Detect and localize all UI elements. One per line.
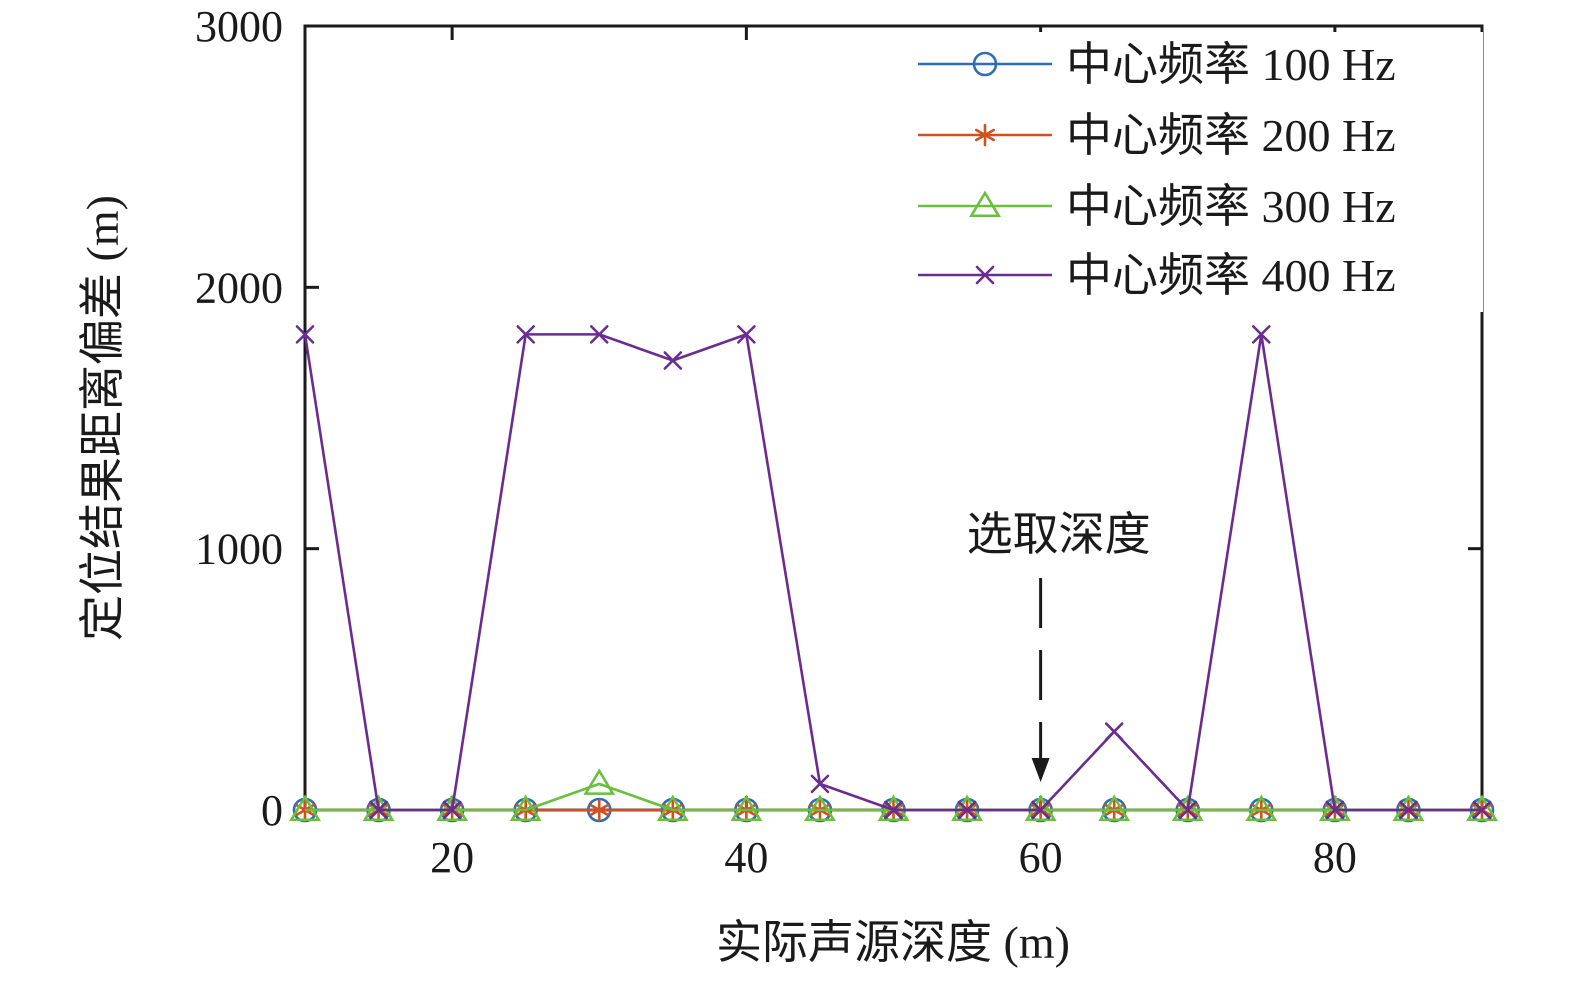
legend-box [908,32,1483,312]
series-line [303,333,1482,812]
data-point [1104,722,1124,741]
data-point [1171,794,1204,822]
y-tick-label: 3000 [195,2,283,51]
annotation-arrow-head [1031,758,1050,782]
legend-label-400hz: 中心频率 400 Hz [1066,250,1396,301]
data-point [1325,800,1345,820]
legend-label-200hz: 中心频率 200 Hz [1066,110,1396,161]
legend-swatch-marker [969,190,1001,218]
x-tick-label: 60 [1019,833,1063,882]
legend-label-100hz: 中心频率 100 Hz [1066,39,1396,90]
y-axis-title: 定位结果距离偏差 (m) [77,195,128,641]
legend: 中心频率 100 Hz 中心频率 200 Hz 中心频率 300 Hz 中心频率… [908,32,1483,312]
data-point [436,794,469,822]
annotation-layer: 选取深度 [967,509,1151,782]
y-tick-label: 1000 [195,525,283,574]
data-point [516,325,535,344]
data-point [442,800,462,820]
data-point [362,794,395,822]
data-point [1031,800,1050,820]
y-tick-label: 2000 [195,263,283,312]
x-tick-label: 20 [430,833,474,882]
data-point [1024,794,1057,822]
data-point [289,794,321,822]
data-point [957,800,977,820]
data-point [509,794,542,822]
data-point [589,325,609,344]
y-tick-label: 0 [261,786,283,835]
data-point [951,794,984,822]
data-point [1318,794,1351,822]
legend-swatch-marker [975,265,995,285]
legend-label-300hz: 中心频率 300 Hz [1066,181,1396,232]
data-point [1178,800,1198,820]
data-point [663,351,683,370]
data-point [583,768,616,795]
x-axis-title: 实际声源深度 (m) [716,917,1070,968]
x-axis-ticks: 20 40 60 80 [430,26,1357,882]
data-point [730,794,763,822]
data-point [810,774,830,794]
data-point [1466,794,1498,822]
data-point [656,794,689,822]
series-layer [289,325,1498,823]
legend-swatch-marker [974,123,996,147]
data-point [1392,794,1425,822]
data-point [884,800,903,820]
data-point [369,800,388,820]
data-point [737,325,756,344]
data-point [295,325,315,344]
x-tick-label: 80 [1313,833,1357,882]
data-point [589,798,610,822]
data-point [1472,800,1492,820]
legend-swatch-marker [972,51,998,77]
x-tick-label: 40 [724,833,768,882]
data-point [1252,325,1271,344]
annotation-label: 选取深度 [967,509,1151,560]
y-axis-ticks: 0 1000 2000 3000 [195,2,1482,835]
data-point [803,794,836,822]
series-4 [295,325,1492,820]
data-point [1098,794,1131,822]
data-point [1245,794,1278,822]
data-point [1399,800,1418,820]
